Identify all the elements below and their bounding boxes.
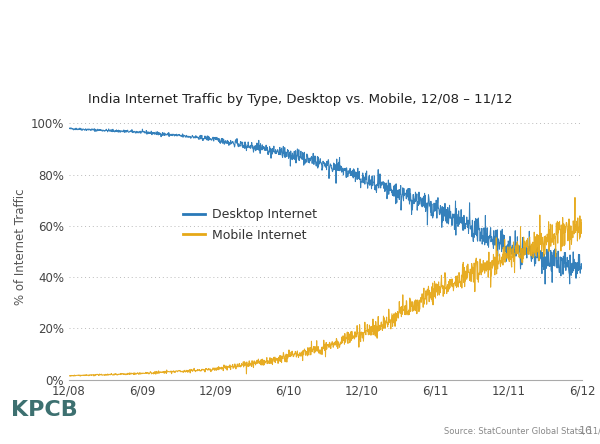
Text: Source: StatCounter Global Stats, 11/12: Source: StatCounter Global Stats, 11/12 [444, 427, 600, 436]
Text: 16: 16 [579, 426, 593, 436]
Legend: Desktop Internet, Mobile Internet: Desktop Internet, Mobile Internet [178, 203, 322, 247]
Text: KPCB: KPCB [11, 400, 77, 420]
Text: In India, Mobile Internet Traffic Surpassed Desktop Internet Usage in
May, 2012 : In India, Mobile Internet Traffic Surpas… [11, 17, 478, 51]
Y-axis label: % of Internet Traffic: % of Internet Traffic [14, 188, 26, 305]
Text: India Internet Traffic by Type, Desktop vs. Mobile, 12/08 – 11/12: India Internet Traffic by Type, Desktop … [88, 93, 512, 106]
